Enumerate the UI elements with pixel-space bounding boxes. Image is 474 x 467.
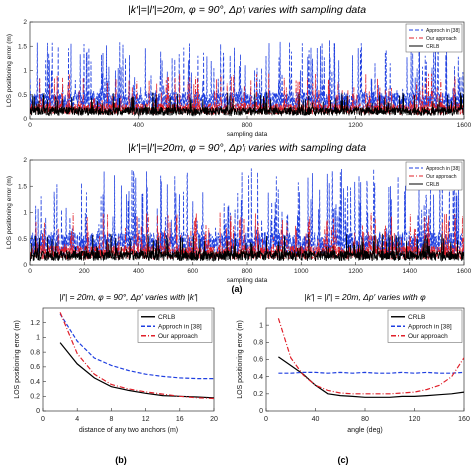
series-line [277, 318, 464, 395]
series-line [59, 342, 214, 399]
x-tick-label: 1600 [457, 268, 472, 275]
y-tick-label: 0.4 [30, 379, 40, 386]
chart-title: |k′|=|l′|=20m, φ = 90°, Δp′ᵢ varies with… [128, 4, 366, 16]
x-tick-label: 0 [41, 416, 45, 423]
x-axis-label: sampling data [227, 277, 268, 284]
y-tick-label: 1 [23, 68, 27, 75]
x-tick-label: 600 [187, 268, 198, 275]
x-tick-label: 12 [142, 416, 150, 423]
y-tick-label: 1 [36, 335, 40, 342]
legend-label: Approch in [38] [426, 28, 460, 34]
x-tick-label: 4 [75, 416, 79, 423]
chart-title: |l′| = 20m, φ = 90°, Δp′ varies with |k′… [59, 292, 198, 302]
series-line [30, 233, 464, 262]
chart-panel-c: |k′| = |l′| = 20m, Δp′ varies with φ 0 40 8… [237, 292, 470, 434]
x-tick-label: 0 [264, 416, 268, 423]
y-tick-label: 0 [23, 262, 27, 269]
x-tick-label: 0 [28, 268, 32, 275]
y-tick-label: 0.2 [30, 393, 40, 400]
series-line [59, 312, 214, 400]
y-tick-label: 0.8 [30, 349, 40, 356]
chart-panel-b: |l′| = 20m, φ = 90°, Δp′ varies with |k′… [14, 292, 218, 434]
y-tick-label: 0.4 [253, 374, 263, 381]
x-tick-label: 400 [133, 268, 144, 275]
y-tick-label: 1.5 [18, 183, 27, 190]
y-tick-label: 1 [23, 210, 27, 217]
y-tick-label: 2 [23, 157, 27, 164]
x-tick-label: 8 [109, 416, 113, 423]
legend-label: CRLB [426, 182, 440, 188]
x-tick-label: 400 [133, 122, 144, 129]
legend-label: CRLB [158, 314, 175, 321]
x-axis-label: distance of any two anchors (m) [79, 427, 178, 434]
x-tick-label: 200 [79, 268, 90, 275]
x-tick-label: 80 [361, 416, 369, 423]
y-axis-label: LOS positioning error (m) [6, 176, 13, 249]
legend-label: Approch in [38] [426, 166, 460, 172]
chart-title: |k′|=|l′|=20m, φ = 90°, Δp′ᵢ varies with… [128, 142, 366, 154]
y-tick-label: 0.6 [30, 364, 40, 371]
legend-box [405, 23, 463, 53]
caption-a: (a) [232, 284, 243, 294]
x-tick-label: 20 [210, 416, 218, 423]
x-tick-label: 1200 [348, 122, 363, 129]
y-tick-label: 0.8 [253, 340, 263, 347]
x-tick-label: 800 [242, 268, 253, 275]
caption-c: (c) [338, 455, 349, 465]
y-tick-label: 0 [23, 116, 27, 123]
legend-label: CRLB [426, 44, 440, 50]
x-axis-label: angle (deg) [347, 427, 382, 434]
legend-label: Approch in [38] [158, 324, 202, 331]
y-tick-label: 1.2 [30, 320, 40, 327]
series-line [59, 313, 214, 380]
legend-box [405, 161, 463, 191]
x-tick-label: 1000 [294, 268, 309, 275]
y-tick-label: 0.2 [253, 391, 263, 398]
y-tick-label: 2 [23, 19, 27, 26]
legend-label: Our approach [426, 36, 457, 42]
y-tick-label: 1 [259, 322, 263, 329]
legend-label: Our approach [158, 333, 198, 340]
x-tick-label: 16 [176, 416, 184, 423]
series-line [278, 371, 464, 374]
x-tick-label: 120 [409, 416, 421, 423]
x-tick-label: 1600 [457, 122, 472, 129]
y-tick-label: 1.5 [18, 43, 27, 50]
x-tick-label: 40 [312, 416, 320, 423]
x-tick-label: 0 [28, 122, 32, 129]
x-axis-label: sampling data [227, 131, 268, 138]
y-tick-label: 0.6 [253, 357, 263, 364]
y-tick-label: 0 [259, 408, 263, 415]
y-tick-label: 0.5 [18, 92, 27, 99]
legend-label: CRLB [408, 314, 425, 321]
y-tick-label: 0.5 [18, 236, 27, 243]
y-axis-label: LOS positioning error (m) [237, 320, 244, 399]
series-line [30, 92, 464, 117]
y-axis-label: LOS positioning error (m) [14, 320, 21, 399]
x-tick-label: 1400 [403, 268, 418, 275]
caption-b: (b) [115, 455, 127, 465]
legend-label: Our approach [408, 333, 448, 340]
legend-label: Our approach [426, 174, 457, 180]
x-tick-label: 1200 [348, 268, 363, 275]
y-axis-label: LOS positioning error (m) [6, 34, 13, 107]
legend-label: Approch in [38] [408, 324, 452, 331]
x-tick-label: 160 [458, 416, 470, 423]
y-tick-label: 0 [36, 408, 40, 415]
chart-panel-a1: |k′|=|l′|=20m, φ = 90°, Δp′ᵢ varies with… [6, 4, 472, 138]
x-tick-label: 800 [242, 122, 253, 129]
chart-title: |k′| = |l′| = 20m, Δp′ varies with φ [304, 292, 426, 302]
chart-panel-a2: |k′|=|l′|=20m, φ = 90°, Δp′ᵢ varies with… [6, 142, 472, 284]
